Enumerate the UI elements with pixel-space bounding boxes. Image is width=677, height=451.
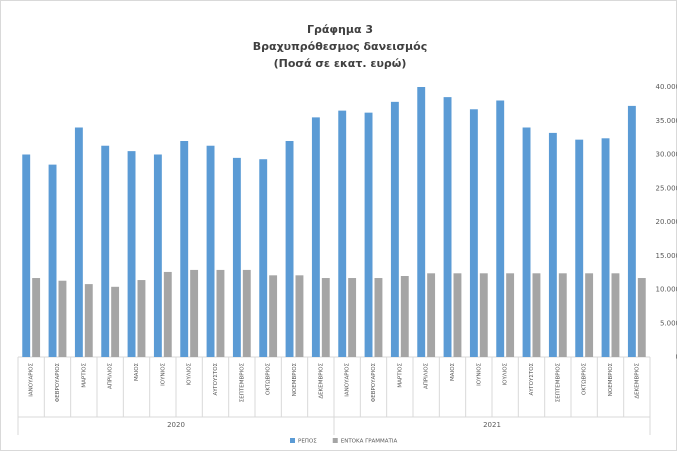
x-tick-label: ΜΑΙΟΣ [450,362,456,380]
y-tick-label: 30.000 [656,151,677,159]
x-tick-label: ΑΠΡΙΛΙΟΣ [108,362,114,389]
bar [479,273,488,357]
bar [453,273,462,357]
bar [321,278,330,357]
y-tick-label: 35.000 [656,117,677,125]
legend-label: ΕΝΤΟΚΑ ΓΡΑΜΜΑΤΙΑ [341,439,398,445]
bar [338,110,347,357]
y-tick-label: 25.000 [656,184,677,192]
x-tick-label: ΙΟΥΝΙΟΣ [476,362,482,385]
chart-title: Γράφημα 3 [307,23,373,36]
x-tick-label: ΙΑΝΟΥΑΡΙΟΣ [345,362,351,396]
x-tick-label: ΜΑΙΟΣ [134,362,140,380]
y-tick-label: 10.000 [656,286,677,294]
legend-swatch [332,438,338,443]
y-tick-label: 15.000 [656,252,677,260]
x-tick-label: ΑΠΡΙΛΙΟΣ [424,362,430,389]
bar [496,100,505,357]
y-tick-label: 5.000 [660,319,677,327]
bar [390,101,399,357]
chart-subtitle: Βραχυπρόθεσμος δανεισμός [253,40,427,53]
bar [137,280,146,357]
bar [469,109,478,358]
x-tick-label: ΝΟΕΜΒΡΙΟΣ [608,362,614,396]
x-tick-label: ΜΑΡΤΙΟΣ [81,362,87,387]
bar [558,273,567,357]
bar [601,138,610,357]
x-tick-label: ΙΟΥΝΙΟΣ [160,362,166,385]
x-tick-label: ΑΥΓΟΥΣΤΟΣ [529,362,535,395]
bar [417,87,426,357]
bar [22,154,31,357]
legend-label: ΡΕΠΟΣ [298,439,317,445]
bar [259,159,268,357]
bar [242,269,251,357]
x-tick-label: ΙΟΥΛΙΟΣ [503,362,509,385]
bar [522,127,531,357]
group-label: 2021 [483,421,501,429]
bar [611,273,620,357]
bar [443,97,452,357]
bar [74,127,83,357]
x-tick-label: ΔΕΚΕΜΒΡΙΟΣ [318,362,324,398]
bar [506,273,515,357]
bar [58,280,67,357]
bar [348,278,357,357]
bar [548,132,557,357]
bar [585,273,594,357]
bar [400,276,409,357]
bar [216,269,225,357]
bar [295,275,304,357]
bar [48,164,57,357]
group-label: 2020 [167,421,185,429]
legend-swatch [290,438,295,443]
bar [575,139,584,357]
y-tick-label: 40.000 [656,83,677,91]
bar [232,157,241,357]
y-tick-label: 0 [676,353,677,361]
bar [269,275,278,357]
bar [364,112,373,358]
bar [206,145,215,357]
x-tick-label: ΑΥΓΟΥΣΤΟΣ [213,362,219,395]
x-tick-label: ΟΚΤΩΒΡΙΟΣ [266,362,272,395]
x-tick-label: ΜΑΡΤΙΟΣ [397,362,403,387]
bar [627,105,636,358]
x-tick-label: ΝΟΕΜΒΡΙΟΣ [292,362,298,396]
x-tick-label: ΙΟΥΛΙΟΣ [187,362,193,385]
bar [163,271,172,357]
bar [84,284,93,357]
bar [127,151,136,357]
bar [190,269,199,357]
bar [532,273,541,357]
bar [311,117,320,357]
bar [101,145,110,357]
y-tick-label: 20.000 [656,218,677,226]
bar [180,141,189,357]
x-tick-label: ΣΕΠΤΕΜΒΡΙΟΣ [555,362,561,402]
bar [637,278,646,357]
x-tick-label: ΣΕΠΤΕΜΒΡΙΟΣ [239,362,245,402]
bar [32,278,41,357]
bar [153,154,162,357]
x-tick-label: ΙΑΝΟΥΑΡΙΟΣ [29,362,35,396]
x-tick-label: ΔΕΚΕΜΒΡΙΟΣ [634,362,640,398]
bar [374,278,383,357]
x-tick-label: ΦΕΒΡΟΥΑΡΙΟΣ [371,362,377,402]
bar [111,286,120,357]
x-tick-label: ΟΚΤΩΒΡΙΟΣ [582,362,588,395]
bar [427,273,436,357]
chart-subtitle: (Ποσά σε εκατ. ευρώ) [274,57,407,70]
x-tick-label: ΦΕΒΡΟΥΑΡΙΟΣ [55,362,61,402]
bar [285,141,294,357]
